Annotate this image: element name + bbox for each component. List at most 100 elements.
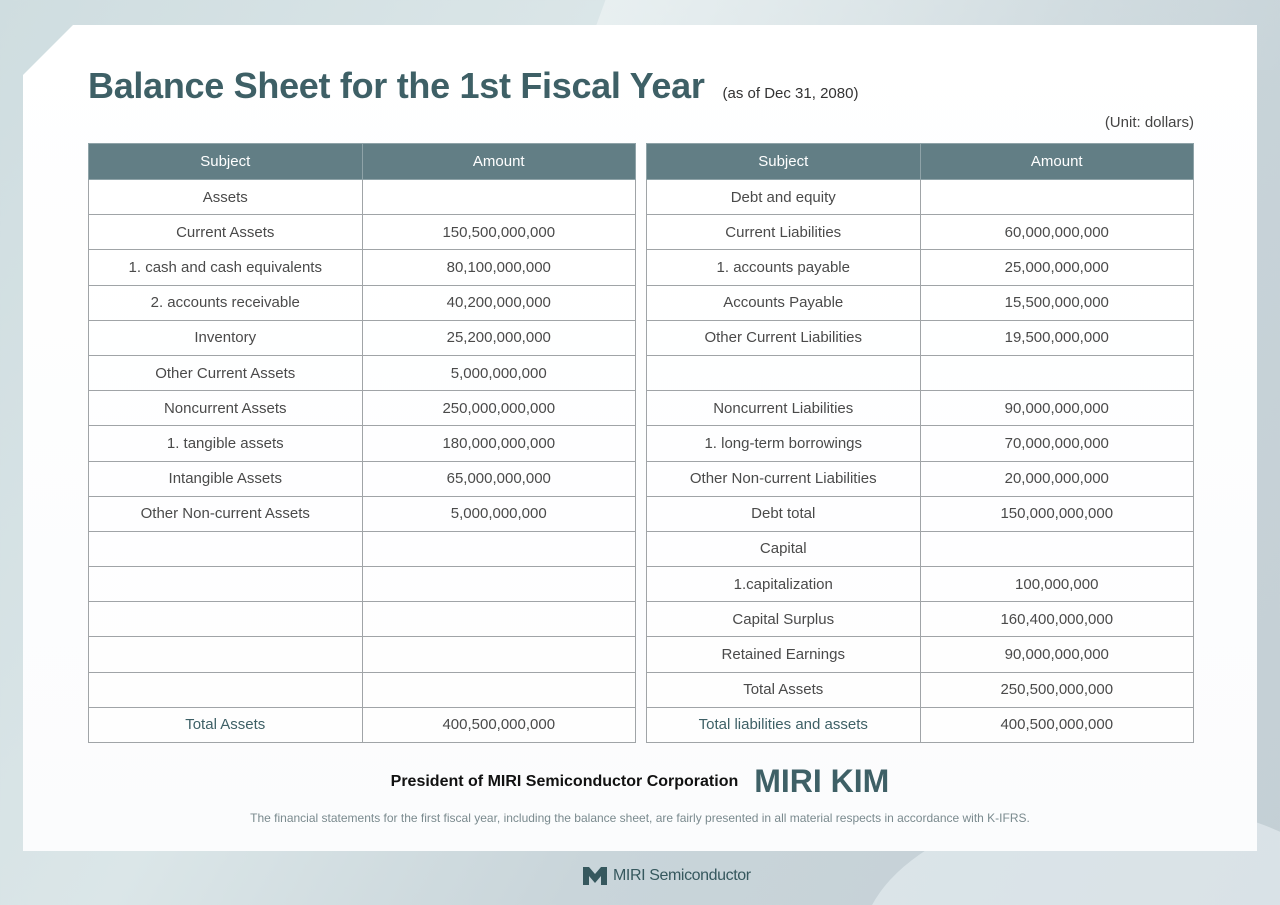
subject-cell: Current Liabilities	[646, 214, 921, 251]
table-row	[88, 671, 636, 708]
assets-table-body: Assets Current Assets 150,500,000,000 1. ca…	[88, 178, 636, 744]
table-row	[88, 601, 636, 638]
liabilities-equity-table: Subject Amount Debt and equity Current Li…	[646, 143, 1194, 744]
subject-cell: Capital	[646, 530, 921, 568]
subject-cell: 1. accounts payable	[646, 249, 921, 286]
column-header-amount: Amount	[919, 143, 1194, 180]
subject-cell	[88, 601, 363, 638]
subject-cell: 2. accounts receivable	[88, 284, 363, 321]
subject-cell: Debt total	[646, 495, 921, 532]
amount-cell	[361, 601, 636, 638]
table-row: Noncurrent Liabilities 90,000,000,000	[646, 390, 1194, 427]
amount-cell: 160,400,000,000	[919, 601, 1194, 638]
table-row: Current Liabilities 60,000,000,000	[646, 214, 1194, 251]
subject-cell: Intangible Assets	[88, 460, 363, 497]
subject-cell	[88, 636, 363, 673]
table-row: Inventory 25,200,000,000	[88, 319, 636, 356]
amount-cell: 250,500,000,000	[919, 671, 1194, 708]
subject-cell	[88, 566, 363, 603]
table-row: 1. accounts payable 25,000,000,000	[646, 249, 1194, 286]
subject-cell: Other Non-current Liabilities	[646, 460, 921, 497]
as-of-date: (as of Dec 31, 2080)	[722, 85, 859, 102]
balance-sheet-document: Balance Sheet for the 1st Fiscal Year (a…	[23, 25, 1257, 851]
amount-cell	[919, 530, 1194, 568]
table-row: 1. tangible assets 180,000,000,000	[88, 425, 636, 462]
subject-cell	[88, 530, 363, 568]
table-row: Capital Surplus 160,400,000,000	[646, 601, 1194, 638]
subject-cell: 1. long-term borrowings	[646, 425, 921, 462]
amount-cell: 250,000,000,000	[361, 390, 636, 427]
table-row	[88, 566, 636, 603]
table-row: Other Non-current Assets 5,000,000,000	[88, 495, 636, 532]
table-row: Total liabilities and assets 400,500,000,…	[646, 706, 1194, 744]
table-header-row: Subject Amount	[88, 143, 636, 180]
column-header-subject: Subject	[646, 143, 921, 180]
amount-cell	[361, 671, 636, 708]
amount-cell: 65,000,000,000	[361, 460, 636, 497]
amount-cell: 70,000,000,000	[919, 425, 1194, 462]
table-row: 1.capitalization 100,000,000	[646, 566, 1194, 603]
subject-cell: Assets	[88, 178, 363, 216]
signatory-name: MIRI KIM	[754, 763, 890, 799]
table-row: Debt and equity	[646, 178, 1194, 216]
amount-cell: 150,000,000,000	[919, 495, 1194, 532]
amount-cell: 5,000,000,000	[361, 495, 636, 532]
amount-cell	[361, 530, 636, 568]
table-header-row: Subject Amount	[646, 143, 1194, 180]
subject-cell: 1.capitalization	[646, 566, 921, 603]
column-header-subject: Subject	[88, 143, 363, 180]
amount-cell: 19,500,000,000	[919, 319, 1194, 356]
footer-brand: MIRI Semiconductor	[583, 867, 751, 885]
subject-cell: Current Assets	[88, 214, 363, 251]
amount-cell	[919, 178, 1194, 216]
table-row: Other Non-current Liabilities 20,000,000,…	[646, 460, 1194, 497]
subject-cell: Accounts Payable	[646, 284, 921, 321]
signature-block: President of MIRI Semiconductor Corporat…	[23, 763, 1257, 800]
subject-cell: Debt and equity	[646, 178, 921, 216]
amount-cell: 90,000,000,000	[919, 390, 1194, 427]
amount-cell: 60,000,000,000	[919, 214, 1194, 251]
amount-cell: 90,000,000,000	[919, 636, 1194, 673]
table-row: Other Current Assets 5,000,000,000	[88, 354, 636, 392]
subject-cell: 1. tangible assets	[88, 425, 363, 462]
table-row: Retained Earnings 90,000,000,000	[646, 636, 1194, 673]
subject-cell: Total Assets	[88, 706, 363, 744]
table-row: 2. accounts receivable 40,200,000,000	[88, 284, 636, 321]
table-row: Capital	[646, 530, 1194, 568]
amount-cell: 25,200,000,000	[361, 319, 636, 356]
liabilities-table-body: Debt and equity Current Liabilities 60,000…	[646, 178, 1194, 744]
subject-cell: Capital Surplus	[646, 601, 921, 638]
amount-cell: 180,000,000,000	[361, 425, 636, 462]
column-header-amount: Amount	[361, 143, 636, 180]
amount-cell: 80,100,000,000	[361, 249, 636, 286]
page-title: Balance Sheet for the 1st Fiscal Year	[88, 65, 705, 106]
table-row	[646, 354, 1194, 392]
amount-cell	[361, 566, 636, 603]
subject-cell: Noncurrent Assets	[88, 390, 363, 427]
amount-cell: 25,000,000,000	[919, 249, 1194, 286]
amount-cell: 5,000,000,000	[361, 354, 636, 392]
subject-cell: Inventory	[88, 319, 363, 356]
amount-cell: 400,500,000,000	[361, 706, 636, 744]
assets-table: Subject Amount Assets Current Assets 150,5…	[88, 143, 636, 744]
table-row: Total Assets 250,500,000,000	[646, 671, 1194, 708]
subject-cell	[646, 354, 921, 392]
brand-name: MIRI Semiconductor	[613, 867, 751, 884]
table-row: 1. long-term borrowings 70,000,000,000	[646, 425, 1194, 462]
table-row: Assets	[88, 178, 636, 216]
subject-cell: Other Current Liabilities	[646, 319, 921, 356]
amount-cell: 400,500,000,000	[919, 706, 1194, 744]
disclaimer-text: The financial statements for the first f…	[250, 811, 1030, 825]
miri-m-logo-icon	[583, 867, 607, 885]
amount-cell: 20,000,000,000	[919, 460, 1194, 497]
subject-cell: Noncurrent Liabilities	[646, 390, 921, 427]
amount-cell: 100,000,000	[919, 566, 1194, 603]
unit-label: (Unit: dollars)	[1104, 114, 1194, 131]
amount-cell: 15,500,000,000	[919, 284, 1194, 321]
table-row: 1. cash and cash equivalents 80,100,000,0…	[88, 249, 636, 286]
title-row: Balance Sheet for the 1st Fiscal Year (a…	[88, 65, 858, 107]
amount-cell	[361, 178, 636, 216]
table-row: Accounts Payable 15,500,000,000	[646, 284, 1194, 321]
amount-cell: 150,500,000,000	[361, 214, 636, 251]
table-row: Total Assets 400,500,000,000	[88, 706, 636, 744]
